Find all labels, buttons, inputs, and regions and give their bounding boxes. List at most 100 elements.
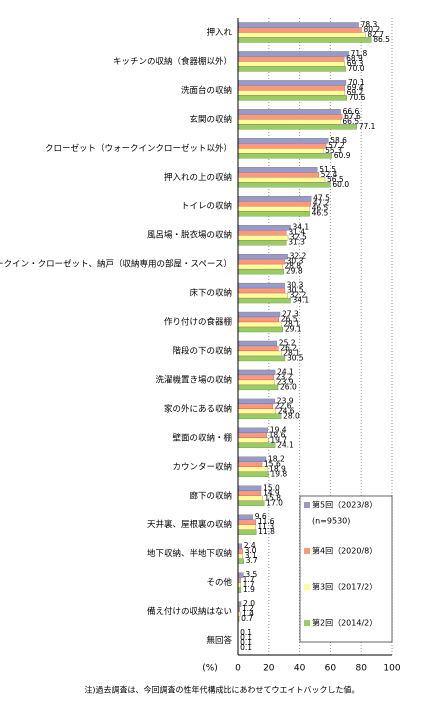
bar [237, 253, 288, 260]
value-label: 15.0 [263, 483, 280, 492]
bar [237, 437, 269, 443]
value-label: 34.1 [293, 223, 310, 232]
value-label: 0.1 [240, 633, 252, 642]
value-label: 28.1 [283, 320, 300, 329]
bar [237, 182, 331, 188]
bar [237, 167, 318, 173]
value-label: 69.3 [347, 59, 364, 68]
bar [237, 553, 243, 559]
bar [237, 485, 262, 491]
value-label: 52.4 [321, 170, 338, 179]
value-label: 70.1 [348, 78, 365, 87]
value-label: 29.8 [286, 267, 303, 276]
value-label: 67.6 [344, 112, 361, 121]
bar [237, 355, 286, 362]
bar [237, 80, 347, 86]
bar [237, 230, 287, 236]
category-label: 天井裏、屋根裏の収納 [147, 519, 232, 530]
bar [237, 519, 257, 525]
category-label: 風呂場・脱衣場の収納 [147, 230, 232, 241]
value-label: 11.6 [258, 517, 275, 526]
category-label: ウォークイン・クローゼット、納戸（収納専用の部屋・スペース） [0, 259, 232, 270]
value-label: 32.2 [290, 291, 307, 300]
value-label: 77.1 [359, 122, 376, 131]
value-label: 70.0 [348, 64, 365, 73]
value-label: 2.0 [243, 599, 255, 608]
value-label: 3.7 [246, 556, 258, 565]
bar [237, 66, 346, 72]
value-label: 0.1 [240, 643, 252, 652]
x-tick-label: 80 [355, 664, 367, 674]
value-label: 32.2 [290, 252, 307, 261]
value-label: 15.6 [264, 459, 281, 468]
bar [237, 345, 279, 352]
legend-note: (n=9530) [312, 517, 350, 526]
bar [237, 350, 282, 357]
legend-label: 第5回（2023/8） [312, 500, 377, 510]
bar [237, 37, 372, 43]
value-label: 11.8 [258, 527, 275, 536]
bar [237, 558, 244, 564]
category-label: 家の外にある収納 [164, 403, 232, 414]
legend-swatch [304, 502, 310, 508]
bar [237, 379, 275, 386]
value-label: 80.2 [364, 25, 381, 34]
value-label: 30.3 [287, 257, 304, 266]
value-label: 55.3 [325, 146, 342, 155]
value-label: 9.6 [255, 512, 267, 521]
value-label: 28.0 [283, 411, 300, 420]
bar [237, 124, 357, 130]
category-label: 押入れの上の収納 [164, 172, 232, 183]
bar [237, 119, 341, 125]
value-label: 69.4 [347, 83, 364, 92]
bar [237, 51, 349, 57]
value-label: 0.1 [240, 628, 252, 637]
category-label: 階段の下の収納 [172, 345, 232, 356]
bar [237, 297, 291, 304]
category-label: 玄関の収納 [189, 114, 232, 125]
category-label: 壁面の収納・棚 [172, 432, 232, 443]
bar [237, 311, 281, 318]
bar [237, 529, 257, 535]
value-label: 60.9 [334, 151, 351, 160]
value-label: 3.0 [245, 546, 257, 555]
bar [237, 56, 345, 62]
value-label: 23.9 [277, 396, 294, 405]
value-label: 28.8 [284, 262, 301, 271]
legend-swatch [304, 548, 310, 554]
value-label: 19.4 [270, 425, 287, 434]
value-label: 46.5 [312, 204, 329, 213]
bar [237, 427, 269, 433]
footnote: 注)過去調査は、今回調査の性年代構成比にあわせてウエイトバックした値。 [84, 685, 359, 695]
legend-label: 第2回（2014/2） [312, 618, 377, 628]
bar [237, 500, 265, 506]
bar [237, 466, 268, 472]
category-label: 作り付けの食器棚 [164, 317, 232, 328]
bar [237, 326, 283, 333]
value-label: 23.9 [277, 377, 294, 386]
value-label: 19.8 [270, 469, 287, 478]
x-tick-label: 40 [294, 664, 306, 674]
bar [237, 514, 253, 520]
value-label: 27.3 [282, 310, 299, 319]
value-label: 26.0 [280, 382, 297, 391]
bar [237, 109, 341, 115]
value-label: 24.1 [277, 367, 294, 376]
value-label: 11.3 [257, 522, 274, 531]
bar [237, 263, 283, 270]
bar [237, 456, 267, 462]
x-tick-label: 100 [383, 664, 400, 674]
value-label: 26.5 [281, 315, 298, 324]
value-label: 3.5 [245, 570, 257, 579]
value-label: 24.1 [277, 440, 294, 449]
category-label: 押入れ [206, 27, 232, 38]
bar [237, 172, 319, 178]
bar [237, 543, 242, 549]
value-label: 46.5 [312, 209, 329, 218]
bar [237, 268, 285, 275]
category-label: 洗面台の収納 [181, 85, 232, 96]
category-label: 廊下の収納 [189, 490, 232, 501]
bar [237, 240, 287, 246]
value-label: 58.6 [330, 136, 347, 145]
bar [237, 138, 329, 144]
